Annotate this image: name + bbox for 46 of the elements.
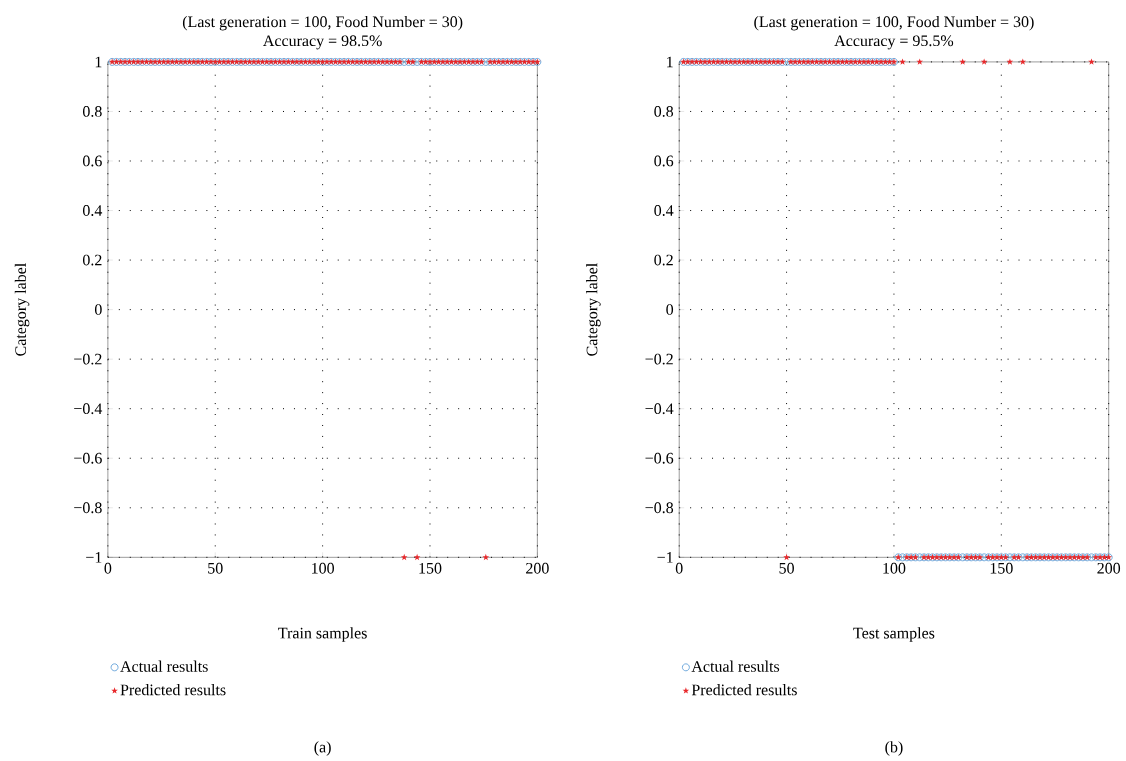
x-tick-label: 50: [779, 562, 794, 574]
y-tick-label: 0.4: [654, 205, 674, 216]
y-tick-label: −1: [657, 552, 673, 563]
y-axis-title: Category label: [14, 263, 30, 356]
y-tick-label: 0.6: [654, 155, 674, 167]
y-tick-label: −0.6: [645, 452, 674, 464]
y-tick-label: 0.8: [654, 106, 674, 117]
x-tick-label: 100: [883, 562, 906, 574]
x-tick-label: 100: [312, 562, 334, 574]
x-axis-title: Test samples: [853, 627, 935, 642]
x-tick-label: 0: [675, 562, 683, 574]
chart-subtitle: Accuracy = 95.5%: [834, 35, 954, 50]
x-tick-label: 200: [1097, 562, 1121, 574]
x-tick-label: 50: [208, 562, 223, 574]
y-tick-label: 1: [95, 56, 102, 68]
y-tick-label: −0.4: [74, 403, 103, 415]
legend-label: Predicted results: [120, 684, 226, 696]
chart-title: (Last generation = 100, Food Number = 30): [182, 15, 463, 31]
y-axis-title: Category label: [586, 263, 601, 356]
y-tick-label: 0: [666, 304, 674, 316]
y-tick-label: −0.8: [74, 502, 102, 514]
x-tick-label: 150: [990, 562, 1013, 574]
y-tick-label: −0.2: [74, 353, 102, 365]
y-tick-label: −0.6: [74, 452, 102, 464]
y-tick-label: 0: [94, 304, 102, 316]
y-tick-label: 0.4: [82, 205, 103, 216]
y-tick-label: 1: [667, 56, 673, 68]
x-axis-title: Train samples: [278, 627, 367, 642]
legend-label: Predicted results: [691, 684, 797, 696]
text: (a): [314, 741, 331, 756]
y-tick-label: −0.4: [645, 403, 674, 415]
y-tick-label: 0.6: [82, 155, 102, 167]
legend-label: Actual results: [691, 660, 780, 672]
chart-title: (Last generation = 100, Food Number = 30): [754, 15, 1034, 31]
y-tick-label: −1: [86, 552, 102, 563]
chart-subtitle: Accuracy = 98.5%: [263, 35, 382, 50]
x-tick-label: 0: [104, 562, 112, 574]
y-tick-label: 0.2: [82, 254, 102, 266]
legend-label: Actual results: [120, 660, 208, 672]
y-tick-label: −0.8: [645, 502, 674, 514]
x-tick-label: 150: [419, 562, 442, 574]
y-tick-label: −0.2: [645, 353, 673, 365]
text: (b): [885, 741, 903, 756]
x-tick-label: 200: [526, 562, 549, 574]
y-tick-label: 0.8: [82, 106, 102, 117]
y-tick-label: 0.2: [654, 254, 673, 266]
